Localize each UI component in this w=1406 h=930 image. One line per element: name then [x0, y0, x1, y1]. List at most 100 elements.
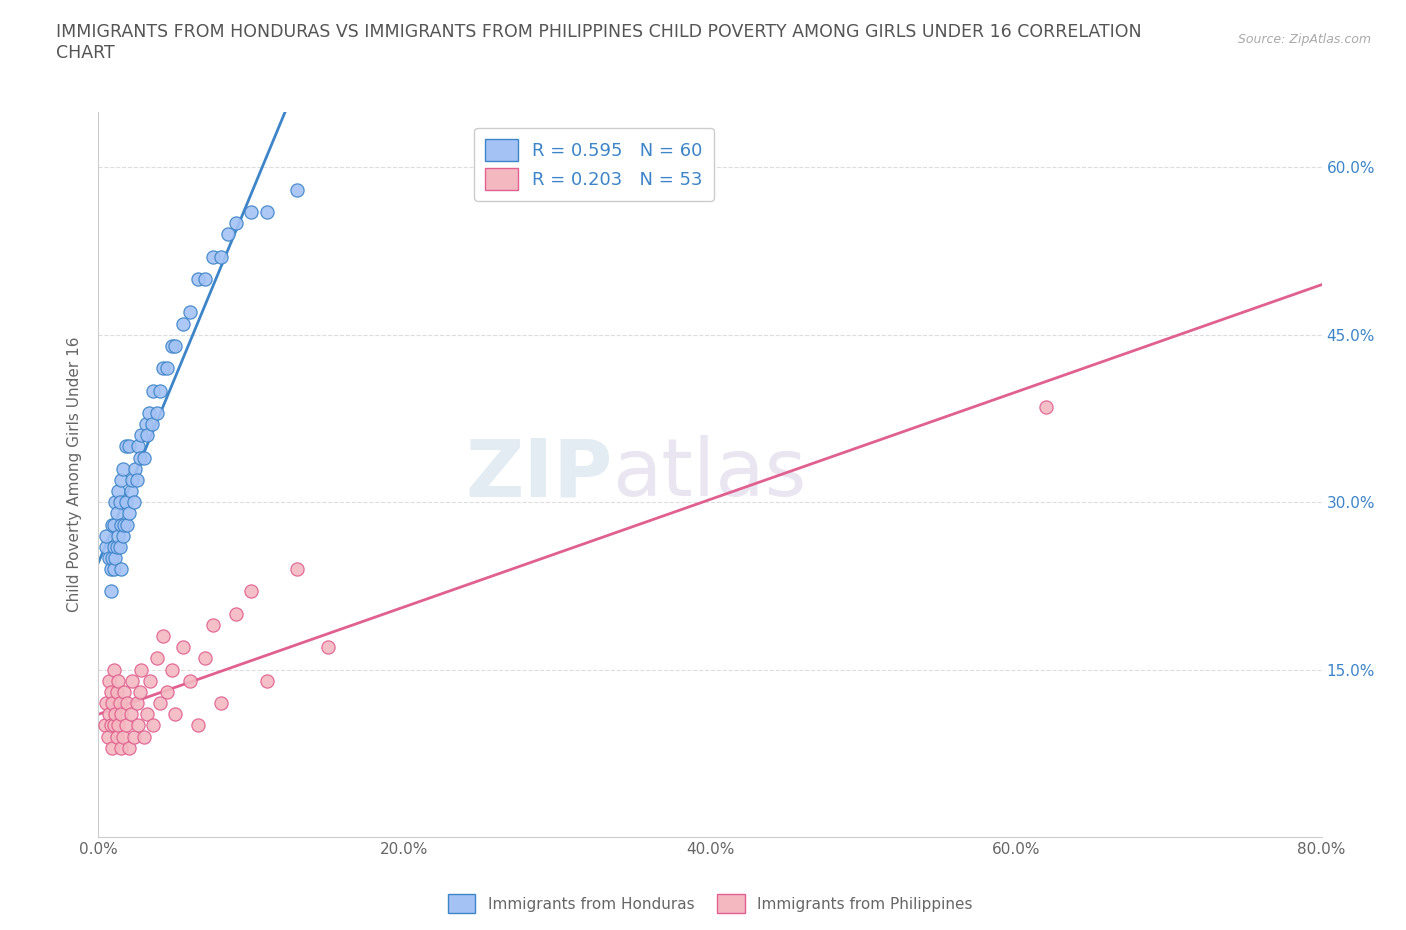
Point [285, 562, 308, 577]
Point [103, 662, 125, 677]
Y-axis label: Child Poverty Among Girls Under 16: Child Poverty Among Girls Under 16 [67, 337, 83, 612]
Text: ZIP: ZIP [465, 435, 612, 513]
Point [194, 651, 217, 666]
Point [112, 517, 135, 532]
Point [127, 439, 149, 454]
Point [105, 729, 128, 744]
Point [108, 696, 131, 711]
Point [110, 740, 132, 755]
Point [100, 718, 122, 733]
Text: IMMIGRANTS FROM HONDURAS VS IMMIGRANTS FROM PHILIPPINES CHILD POVERTY AMONG GIRL: IMMIGRANTS FROM HONDURAS VS IMMIGRANTS F… [56, 23, 1142, 62]
Point [152, 361, 174, 376]
Point [124, 461, 146, 476]
Point [141, 417, 163, 432]
Point [121, 472, 143, 487]
Point [125, 472, 148, 487]
Point [101, 517, 124, 532]
Point [104, 551, 127, 565]
Point [134, 450, 156, 465]
Point [110, 517, 132, 532]
Point [149, 696, 172, 711]
Point [94, 539, 117, 554]
Point [94, 528, 117, 543]
Point [128, 684, 150, 699]
Point [256, 205, 278, 219]
Point [101, 551, 124, 565]
Point [142, 383, 165, 398]
Point [139, 673, 162, 688]
Text: Source: ZipAtlas.com: Source: ZipAtlas.com [1237, 33, 1371, 46]
Point [128, 450, 150, 465]
Point [120, 707, 142, 722]
Point [145, 651, 167, 666]
Point [112, 684, 135, 699]
Point [285, 182, 308, 197]
Point [187, 718, 209, 733]
Point [117, 696, 139, 711]
Point [127, 718, 149, 733]
Point [136, 428, 159, 443]
Point [202, 249, 225, 264]
Point [111, 528, 134, 543]
Point [179, 673, 201, 688]
Point [118, 439, 141, 454]
Point [115, 495, 138, 510]
Point [111, 729, 134, 744]
Point [125, 696, 148, 711]
Point [107, 673, 129, 688]
Point [134, 729, 156, 744]
Point [202, 618, 225, 632]
Point [97, 729, 120, 744]
Point [145, 405, 167, 420]
Point [194, 272, 217, 286]
Point [101, 740, 124, 755]
Point [172, 316, 194, 331]
Point [103, 718, 125, 733]
Point [122, 729, 145, 744]
Point [107, 528, 129, 543]
Point [316, 640, 339, 655]
Point [105, 539, 128, 554]
Point [256, 673, 278, 688]
Point [104, 495, 127, 510]
Point [217, 227, 239, 242]
Point [108, 495, 131, 510]
Point [1035, 400, 1057, 415]
Point [104, 707, 127, 722]
Point [135, 417, 157, 432]
Point [240, 205, 263, 219]
Point [225, 606, 247, 621]
Point [149, 383, 172, 398]
Point [163, 707, 186, 722]
Point [142, 718, 165, 733]
Point [110, 472, 132, 487]
Point [136, 707, 159, 722]
Point [94, 696, 117, 711]
Point [160, 662, 183, 677]
Point [100, 562, 122, 577]
Point [225, 216, 247, 231]
Point [108, 539, 131, 554]
Point [118, 740, 141, 755]
Point [101, 696, 124, 711]
Point [121, 673, 143, 688]
Point [105, 684, 128, 699]
Point [107, 484, 129, 498]
Point [118, 506, 141, 521]
Point [209, 696, 232, 711]
Point [152, 629, 174, 644]
Point [129, 428, 152, 443]
Point [98, 673, 121, 688]
Point [138, 405, 160, 420]
Point [103, 539, 125, 554]
Point [120, 484, 142, 498]
Point [163, 339, 186, 353]
Point [156, 684, 179, 699]
Point [117, 517, 139, 532]
Text: atlas: atlas [612, 435, 807, 513]
Legend: Immigrants from Honduras, Immigrants from Philippines: Immigrants from Honduras, Immigrants fro… [441, 888, 979, 919]
Point [111, 461, 134, 476]
Point [240, 584, 263, 599]
Point [93, 718, 115, 733]
Point [100, 684, 122, 699]
